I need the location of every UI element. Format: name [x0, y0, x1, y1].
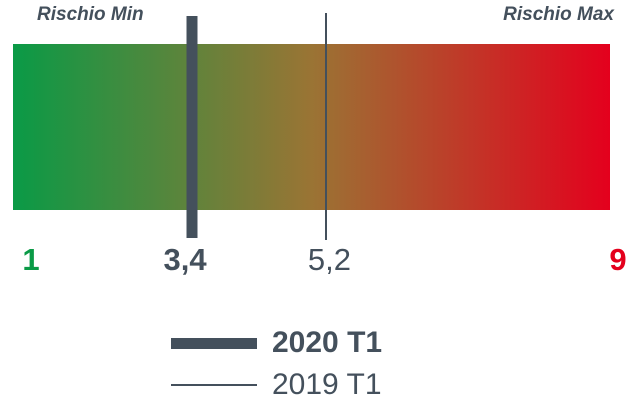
scale-max-label: 9	[609, 242, 627, 277]
max-risk-caption: Rischio Max	[503, 4, 614, 25]
marker-2020-t1	[186, 16, 198, 238]
value-label-2020-t1: 3,4	[163, 242, 207, 277]
legend-label-2019-t1: 2019 T1	[272, 368, 382, 401]
risk-gradient-bar	[13, 44, 610, 210]
legend-label-2020-t1: 2020 T1	[272, 326, 383, 359]
min-risk-caption: Rischio Min	[37, 4, 144, 25]
legend-swatch-thick	[171, 337, 257, 349]
legend-swatch-thin	[171, 384, 257, 386]
marker-2019-t1	[325, 13, 328, 240]
value-label-2019-t1: 5,2	[307, 242, 351, 277]
legend-item-2019-t1: 2019 T1	[171, 368, 382, 401]
legend-item-2020-t1: 2020 T1	[171, 326, 383, 359]
scale-min-label: 1	[22, 242, 40, 277]
